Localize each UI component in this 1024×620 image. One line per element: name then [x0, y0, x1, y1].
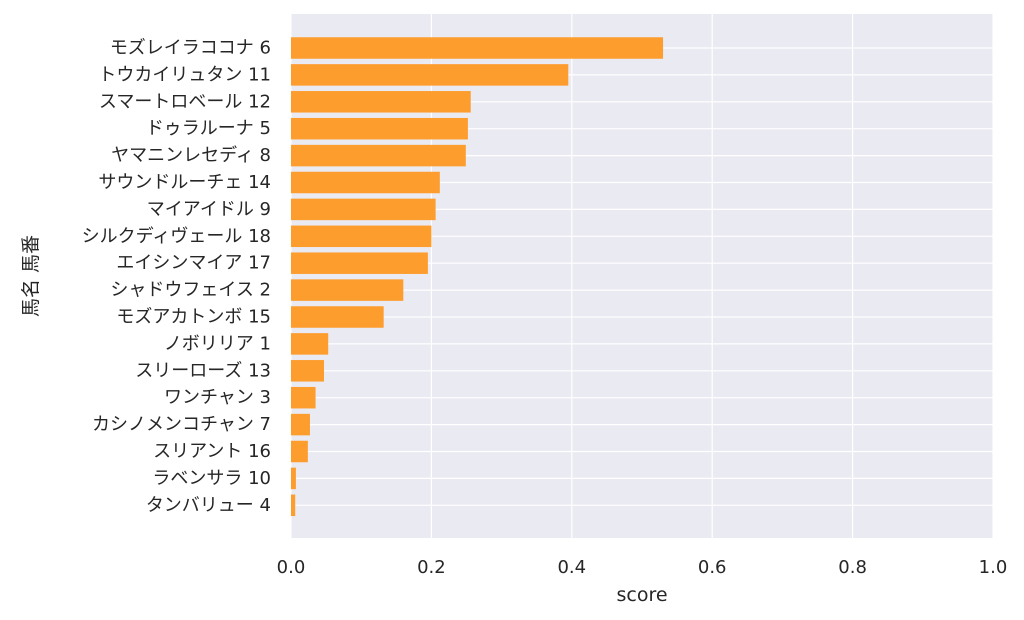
y-tick-label: シルクディヴェール 18	[82, 226, 271, 247]
y-tick-label: ラベンサラ 10	[152, 468, 271, 489]
y-tick-label: スリーローズ 13	[135, 360, 271, 381]
y-tick-label: モズレイラココナ 6	[110, 38, 271, 59]
bar	[291, 279, 404, 301]
bar	[291, 144, 466, 167]
y-tick-label: カシノメンコチャン 7	[92, 414, 271, 435]
bar	[291, 494, 296, 517]
y-tick-label: シャドウフェイス 2	[110, 280, 271, 301]
bar	[291, 440, 308, 463]
y-tick-label: ヤマニンレセディ 8	[111, 145, 271, 166]
x-tick-label: 0.0	[277, 557, 306, 578]
y-tick-label: ノボリリア 1	[164, 333, 271, 354]
bar	[291, 117, 468, 140]
x-tick-label: 1.0	[979, 557, 1008, 578]
y-tick-label: ワンチャン 3	[164, 387, 271, 408]
x-tick-label: 0.2	[417, 557, 446, 578]
bar	[291, 198, 436, 221]
y-tick-label: スリアント 16	[153, 441, 271, 462]
bar	[291, 360, 324, 382]
bar	[291, 467, 296, 490]
x-tick-labels: 0.0 0.2 0.4 0.6 0.8 1.0	[277, 557, 1008, 578]
y-tick-labels: モズレイラココナ 6 トウカイリュタン 11 スマートロベール 12 ドゥラルーナ 5…	[82, 38, 271, 516]
x-tick-label: 0.6	[698, 557, 727, 578]
y-tick-label: タンバリュー 4	[146, 495, 271, 516]
bar	[291, 37, 664, 59]
bar	[291, 64, 569, 86]
bar	[291, 333, 329, 355]
bar	[291, 225, 432, 248]
y-axis-title: 馬名 馬番	[20, 235, 42, 317]
x-tick-label: 0.8	[838, 557, 867, 578]
y-tick-label: エイシンマイア 17	[116, 253, 271, 274]
bar	[291, 306, 384, 328]
y-tick-label: トウカイリュタン 11	[98, 64, 271, 85]
bar	[291, 91, 471, 113]
bars	[291, 37, 664, 517]
bar	[291, 252, 428, 274]
y-tick-label: スマートロベール 12	[99, 91, 271, 112]
y-tick-label: マイアイドル 9	[147, 199, 271, 220]
y-tick-label: サウンドルーチェ 14	[98, 172, 271, 193]
x-tick-label: 0.4	[557, 557, 586, 578]
bar	[291, 413, 310, 436]
bar	[291, 386, 316, 409]
y-tick-label: ドゥラルーナ 5	[146, 118, 271, 139]
x-axis-title: score	[616, 584, 667, 606]
bar	[291, 171, 440, 194]
y-tick-label: モズアカトンボ 15	[116, 307, 271, 328]
